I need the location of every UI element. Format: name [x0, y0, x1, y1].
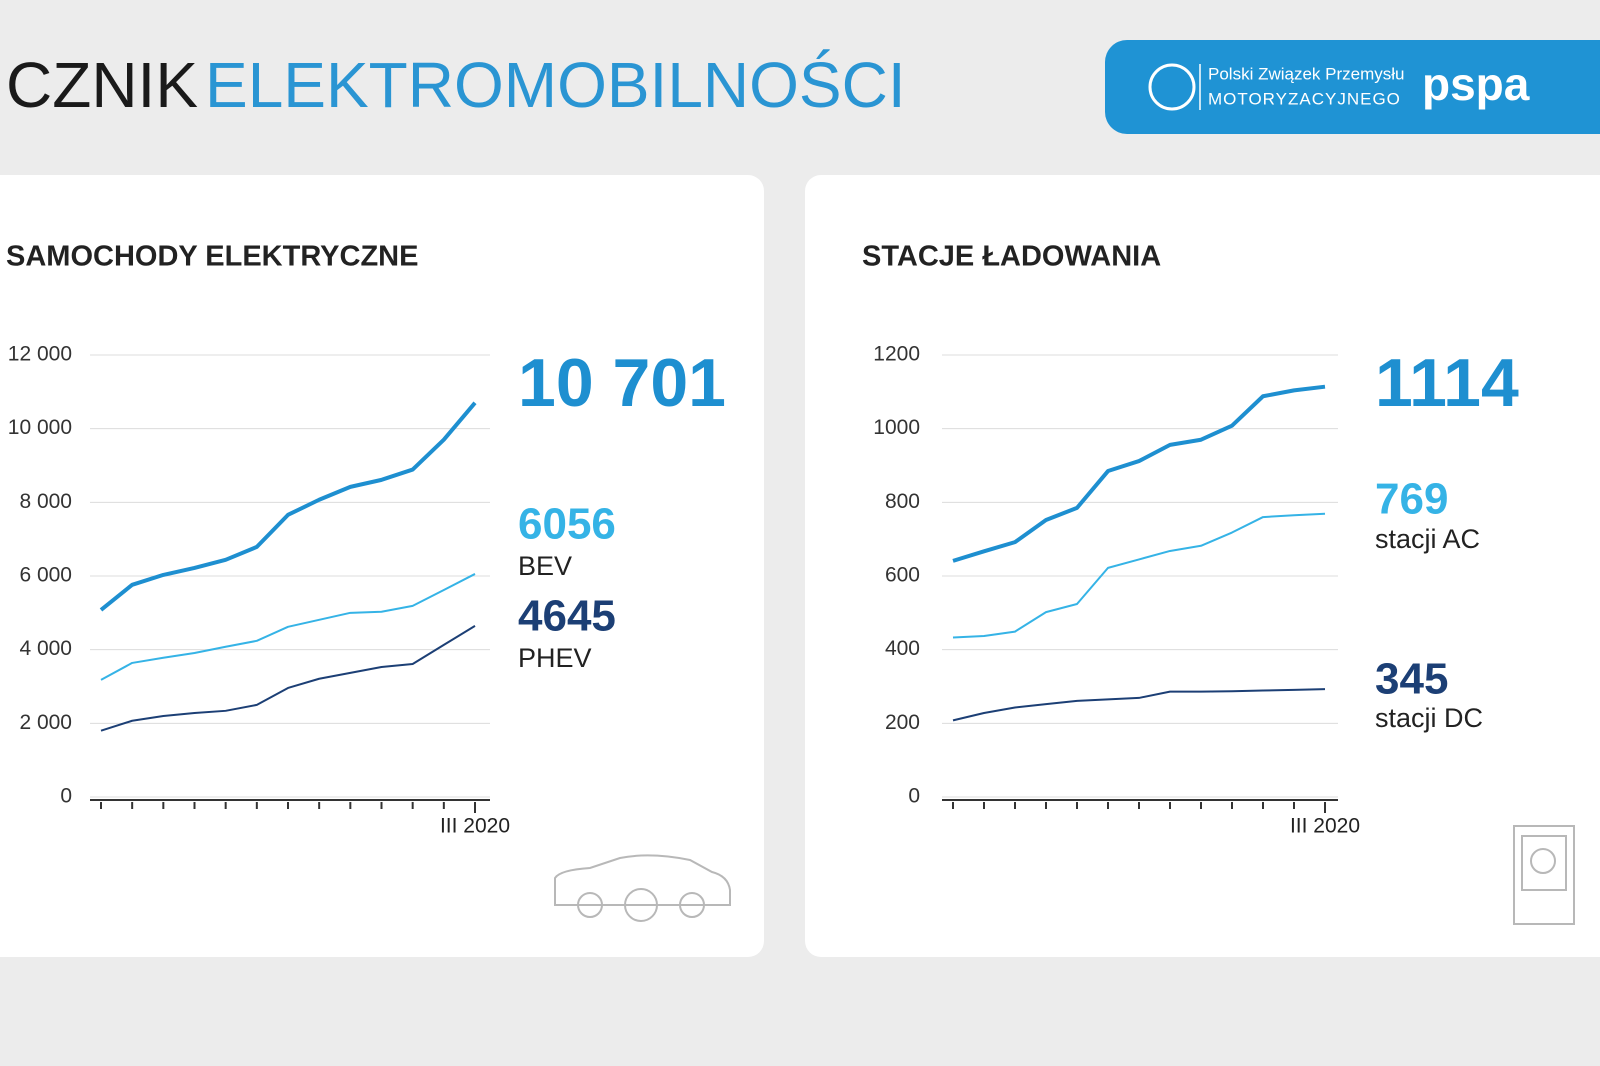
- headline-value: 1114: [1375, 345, 1519, 421]
- series-line: [952, 688, 1326, 722]
- legend-label: BEV: [518, 551, 572, 581]
- logo-icon: [1148, 63, 1196, 111]
- y-tick-label: 0: [908, 785, 920, 808]
- y-tick-label: 1200: [873, 343, 920, 366]
- charger-icon: [1513, 825, 1575, 925]
- headline-value: 345: [1375, 655, 1448, 704]
- y-tick-label: 4 000: [19, 637, 72, 660]
- chart-title: STACJE ŁADOWANIA: [862, 241, 1161, 273]
- y-tick-label: 600: [885, 564, 920, 587]
- legend-label: stacji AC: [1375, 524, 1480, 554]
- x-tick-label: III 2020: [440, 815, 510, 838]
- card: [805, 175, 1600, 957]
- logo-brand: pspa: [1422, 58, 1530, 110]
- y-tick-label: 2 000: [19, 711, 72, 734]
- legend-label: PHEV: [518, 643, 592, 673]
- logo-box: [1105, 40, 1600, 134]
- y-tick-label: 800: [885, 490, 920, 513]
- y-tick-label: 10 000: [8, 416, 72, 439]
- chart-title: SAMOCHODY ELEKTRYCZNE: [6, 241, 418, 273]
- card: [0, 175, 764, 957]
- series-line: [952, 384, 1326, 563]
- series-line: [99, 401, 477, 612]
- logo-line2: MOTORYZACYJNEGO: [1208, 89, 1401, 108]
- y-tick-label: 400: [885, 637, 920, 660]
- title-blue: ELEKTROMOBILNOŚCI: [205, 48, 906, 121]
- series-line: [952, 512, 1326, 639]
- y-tick-label: 6 000: [19, 564, 72, 587]
- x-tick-label: III 2020: [1290, 815, 1360, 838]
- headline-value: 6056: [518, 500, 616, 549]
- headline-value: 10 701: [518, 345, 726, 421]
- logo-line1: Polski Związek Przemysłu: [1208, 64, 1405, 83]
- y-tick-label: 0: [60, 785, 72, 808]
- legend-label: stacji DC: [1375, 703, 1483, 733]
- title-dark: CZNIK: [6, 49, 198, 121]
- y-tick-label: 200: [885, 711, 920, 734]
- headline-value: 4645: [518, 592, 616, 641]
- series-line: [100, 573, 476, 681]
- y-tick-label: 1000: [873, 416, 920, 439]
- car-icon: [554, 854, 731, 922]
- headline-value: 769: [1375, 475, 1448, 524]
- series-line: [100, 625, 476, 732]
- y-tick-label: 12 000: [8, 343, 72, 366]
- y-tick-label: 8 000: [19, 490, 72, 513]
